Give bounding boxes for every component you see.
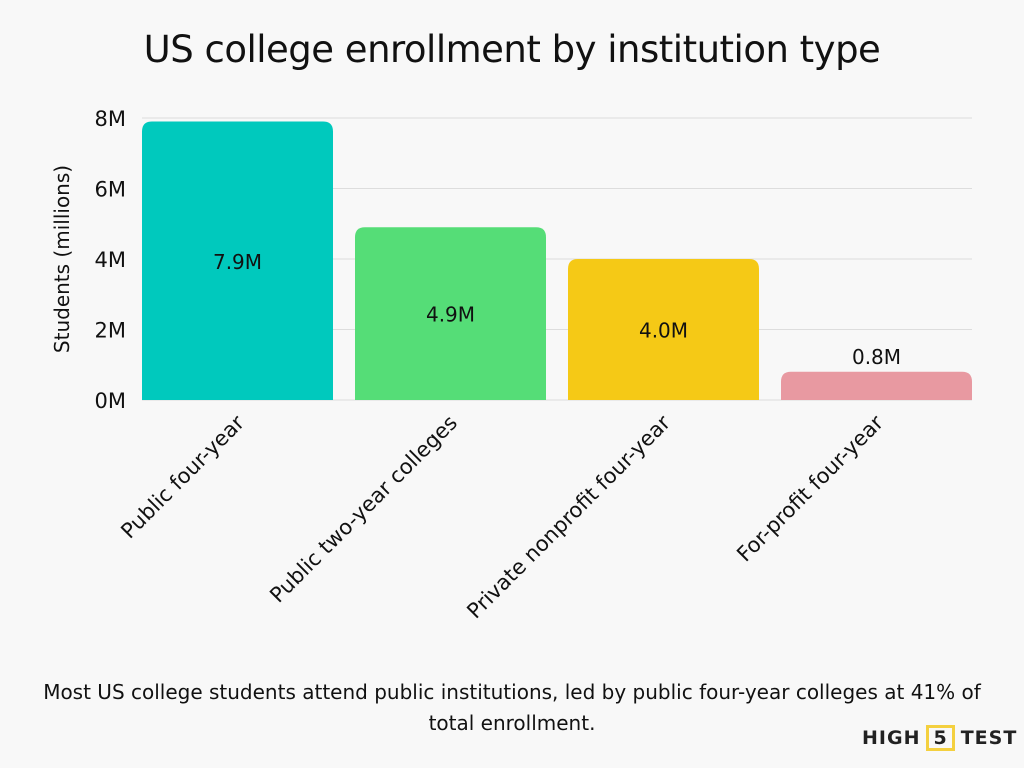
bar [781, 371, 972, 400]
x-tick-label: For-profit four-year [732, 410, 888, 566]
logo-text-left: HIGH [862, 727, 921, 749]
logo-text-right: TEST [960, 727, 1018, 749]
y-tick-label: 6M [95, 178, 126, 202]
data-label: 4.0M [639, 319, 688, 343]
x-tick-label: Public four-year [116, 410, 249, 543]
y-tick-label: 0M [95, 389, 126, 413]
y-tick-label: 2M [95, 319, 126, 343]
y-tick-label: 8M [95, 107, 126, 131]
data-label: 7.9M [213, 250, 262, 274]
bar [568, 259, 759, 400]
data-label: 0.8M [852, 345, 901, 369]
chart-caption: Most US college students attend public i… [43, 680, 981, 735]
bar [355, 227, 546, 400]
y-tick-label: 4M [95, 248, 126, 272]
bar [142, 121, 333, 401]
data-label: 4.9M [426, 303, 475, 327]
chart-title: US college enrollment by institution typ… [143, 28, 881, 71]
logo-five: 5 [926, 725, 955, 751]
y-axis-label: Students (millions) [50, 165, 74, 353]
x-tick-label: Public two-year colleges [265, 411, 462, 608]
x-tick-label: Private nonprofit four-year [462, 410, 675, 623]
brand-logo: HIGH 5 TEST [862, 725, 1017, 751]
